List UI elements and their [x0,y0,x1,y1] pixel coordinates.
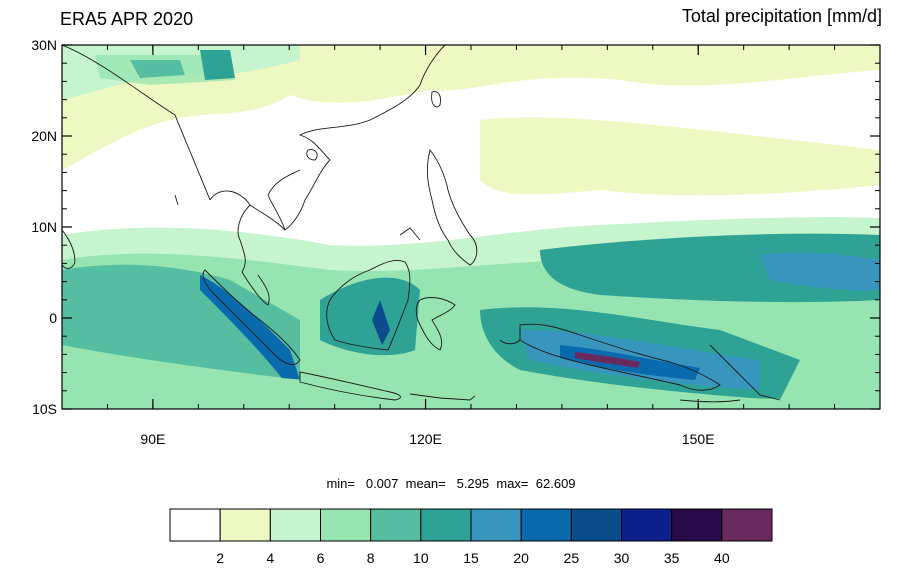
colorbar-label: 40 [714,550,730,566]
colorbar-label: 15 [463,550,479,566]
statistics-summary: min= 0.007 mean= 5.295 max= 62.609 [0,476,902,491]
variable-title: Total precipitation [mm/d] [681,6,882,26]
latitude-tick-label: 30N [31,37,57,53]
colorbar-label: 35 [664,550,680,566]
colorbar-label: 2 [216,550,224,566]
axis-ticks [61,44,881,410]
colorbar-swatch [520,508,572,542]
colorbar-label: 6 [317,550,325,566]
colorbar-swatch [370,508,422,542]
colorbar-swatch [721,508,773,542]
colorbar: 2 4 6 8 10 15 20 25 30 35 40 [169,508,773,566]
latitude-tick-label: 0 [49,310,57,326]
colorbar-label: 4 [266,550,274,566]
colorbar-swatch [621,508,673,542]
longitude-tick-label: 90E [140,431,165,447]
colorbar-swatch [269,508,322,542]
precip-field [62,45,880,409]
colorbar-swatch [219,508,271,542]
colorbar-swatch [570,508,622,542]
colorbar-label: 8 [367,550,375,566]
colorbar-label: 10 [413,550,429,566]
colorbar-label: 25 [564,550,580,566]
max-value: 62.609 [535,476,576,491]
colorbar-swatch [169,508,221,542]
colorbar-swatch [420,508,472,542]
colorbar-swatch [671,508,723,542]
colorbar-label: 30 [614,550,630,566]
colorbar-swatch [470,508,522,542]
max-label: max= [496,476,529,491]
map-title: ERA5 APR 2020 [60,9,194,29]
latitude-tick-label: 10N [31,219,57,235]
colorbar-label: 20 [513,550,529,566]
min-label: min= [326,476,355,491]
mean-label: mean= [405,476,446,491]
colorbar-swatch [320,508,372,542]
longitude-tick-label: 150E [682,431,715,447]
longitude-tick-label: 120E [409,431,442,447]
min-value: 0.007 [365,476,399,491]
mean-value: 5.295 [456,476,490,491]
axis-tick-labels: 30N 20N 10N 0 10S 90E 120E 150E [31,37,714,447]
coastlines [62,45,781,403]
latitude-tick-label: 20N [31,128,57,144]
latitude-tick-label: 10S [32,401,57,417]
